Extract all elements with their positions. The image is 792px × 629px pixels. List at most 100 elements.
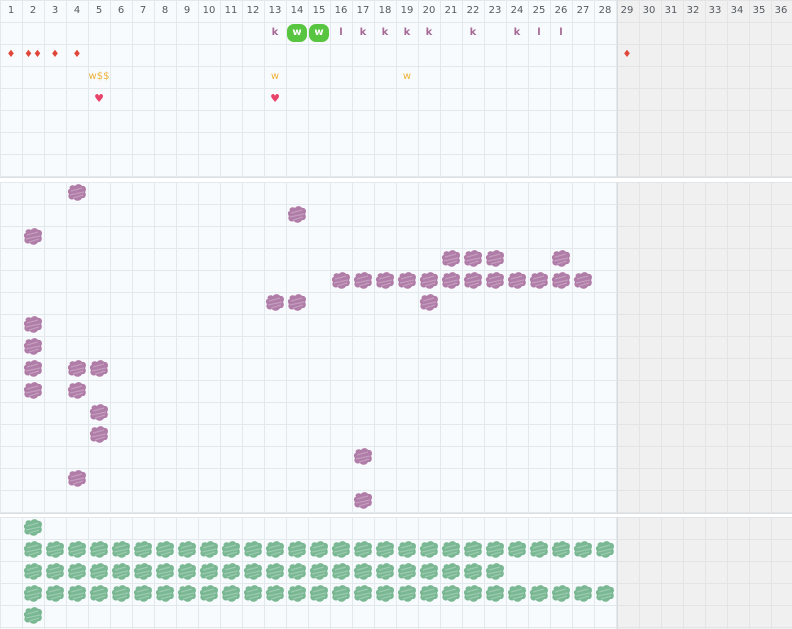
- grid-cell[interactable]: [44, 539, 66, 561]
- grid-cell[interactable]: w$$: [88, 66, 110, 88]
- grid-cell[interactable]: [462, 583, 484, 605]
- grid-cell[interactable]: [154, 561, 176, 583]
- grid-cell[interactable]: [66, 182, 88, 204]
- grid-cell[interactable]: [286, 539, 308, 561]
- grid-cell[interactable]: l: [528, 22, 550, 44]
- grid-cell[interactable]: [374, 561, 396, 583]
- grid-cell[interactable]: [22, 314, 44, 336]
- grid-cell[interactable]: [528, 539, 550, 561]
- grid-cell[interactable]: [264, 292, 286, 314]
- grid-cell[interactable]: [286, 561, 308, 583]
- grid-cell[interactable]: [440, 583, 462, 605]
- grid-cell[interactable]: [88, 539, 110, 561]
- grid-cell[interactable]: [528, 270, 550, 292]
- grid-cell[interactable]: [242, 539, 264, 561]
- grid-cell[interactable]: w: [396, 66, 418, 88]
- grid-cell[interactable]: [572, 583, 594, 605]
- grid-cell[interactable]: [506, 270, 528, 292]
- grid-cell[interactable]: [374, 270, 396, 292]
- grid-cell[interactable]: [550, 583, 572, 605]
- grid-cell[interactable]: [594, 583, 616, 605]
- grid-cell[interactable]: [418, 270, 440, 292]
- grid-cell[interactable]: [44, 561, 66, 583]
- grid-cell[interactable]: [330, 561, 352, 583]
- grid-cell[interactable]: [374, 539, 396, 561]
- grid-cell[interactable]: [352, 583, 374, 605]
- grid-cell[interactable]: [88, 358, 110, 380]
- grid-cell[interactable]: [198, 583, 220, 605]
- grid-cell[interactable]: [330, 583, 352, 605]
- grid-cell[interactable]: [462, 539, 484, 561]
- grid-cell[interactable]: [154, 539, 176, 561]
- grid-cell[interactable]: [286, 204, 308, 226]
- grid-cell[interactable]: [396, 270, 418, 292]
- grid-cell[interactable]: ♥: [88, 88, 110, 110]
- grid-cell[interactable]: [88, 402, 110, 424]
- grid-cell[interactable]: [22, 226, 44, 248]
- grid-cell[interactable]: [462, 248, 484, 270]
- grid-cell[interactable]: [440, 561, 462, 583]
- grid-cell[interactable]: [352, 539, 374, 561]
- grid-cell[interactable]: [88, 583, 110, 605]
- grid-cell[interactable]: k: [418, 22, 440, 44]
- grid-cell[interactable]: l: [550, 22, 572, 44]
- grid-cell[interactable]: k: [462, 22, 484, 44]
- grid-cell[interactable]: [462, 561, 484, 583]
- grid-cell[interactable]: [264, 561, 286, 583]
- grid-cell[interactable]: [132, 539, 154, 561]
- grid-cell[interactable]: [176, 561, 198, 583]
- grid-cell[interactable]: [418, 583, 440, 605]
- grid-cell[interactable]: [264, 539, 286, 561]
- grid-cell[interactable]: ♦: [44, 44, 66, 66]
- grid-cell[interactable]: [484, 561, 506, 583]
- grid-cell[interactable]: [110, 561, 132, 583]
- grid-cell[interactable]: k: [374, 22, 396, 44]
- grid-cell[interactable]: [176, 583, 198, 605]
- grid-cell[interactable]: [352, 490, 374, 512]
- grid-cell[interactable]: w: [308, 22, 330, 44]
- grid-cell[interactable]: w: [264, 66, 286, 88]
- grid-cell[interactable]: [198, 539, 220, 561]
- grid-cell[interactable]: [374, 583, 396, 605]
- grid-cell[interactable]: [132, 561, 154, 583]
- grid-cell[interactable]: [66, 358, 88, 380]
- grid-cell[interactable]: l: [330, 22, 352, 44]
- grid-cell[interactable]: [528, 583, 550, 605]
- grid-cell[interactable]: [484, 583, 506, 605]
- grid-cell[interactable]: [220, 561, 242, 583]
- grid-cell[interactable]: [484, 248, 506, 270]
- grid-cell[interactable]: [22, 517, 44, 539]
- grid-cell[interactable]: [154, 583, 176, 605]
- grid-cell[interactable]: ♥: [264, 88, 286, 110]
- grid-cell[interactable]: [22, 583, 44, 605]
- grid-cell[interactable]: [484, 270, 506, 292]
- grid-cell[interactable]: [308, 583, 330, 605]
- grid-cell[interactable]: [264, 583, 286, 605]
- grid-cell[interactable]: [352, 270, 374, 292]
- grid-cell[interactable]: [330, 539, 352, 561]
- grid-cell[interactable]: [418, 561, 440, 583]
- grid-cell[interactable]: [66, 539, 88, 561]
- grid-cell[interactable]: [550, 248, 572, 270]
- grid-cell[interactable]: [418, 539, 440, 561]
- grid-cell[interactable]: [66, 561, 88, 583]
- grid-cell[interactable]: [440, 270, 462, 292]
- grid-cell[interactable]: [88, 561, 110, 583]
- grid-cell[interactable]: [286, 583, 308, 605]
- grid-cell[interactable]: [22, 539, 44, 561]
- grid-cell[interactable]: [572, 270, 594, 292]
- grid-cell[interactable]: [418, 292, 440, 314]
- grid-cell[interactable]: [66, 583, 88, 605]
- grid-cell[interactable]: [22, 561, 44, 583]
- grid-cell[interactable]: [22, 336, 44, 358]
- grid-cell[interactable]: [440, 539, 462, 561]
- grid-cell[interactable]: [242, 561, 264, 583]
- grid-cell[interactable]: [176, 539, 198, 561]
- grid-cell[interactable]: [220, 583, 242, 605]
- grid-cell[interactable]: [22, 358, 44, 380]
- grid-cell[interactable]: [44, 583, 66, 605]
- grid-cell[interactable]: [22, 380, 44, 402]
- grid-cell[interactable]: [66, 380, 88, 402]
- grid-cell[interactable]: k: [506, 22, 528, 44]
- grid-cell[interactable]: [550, 270, 572, 292]
